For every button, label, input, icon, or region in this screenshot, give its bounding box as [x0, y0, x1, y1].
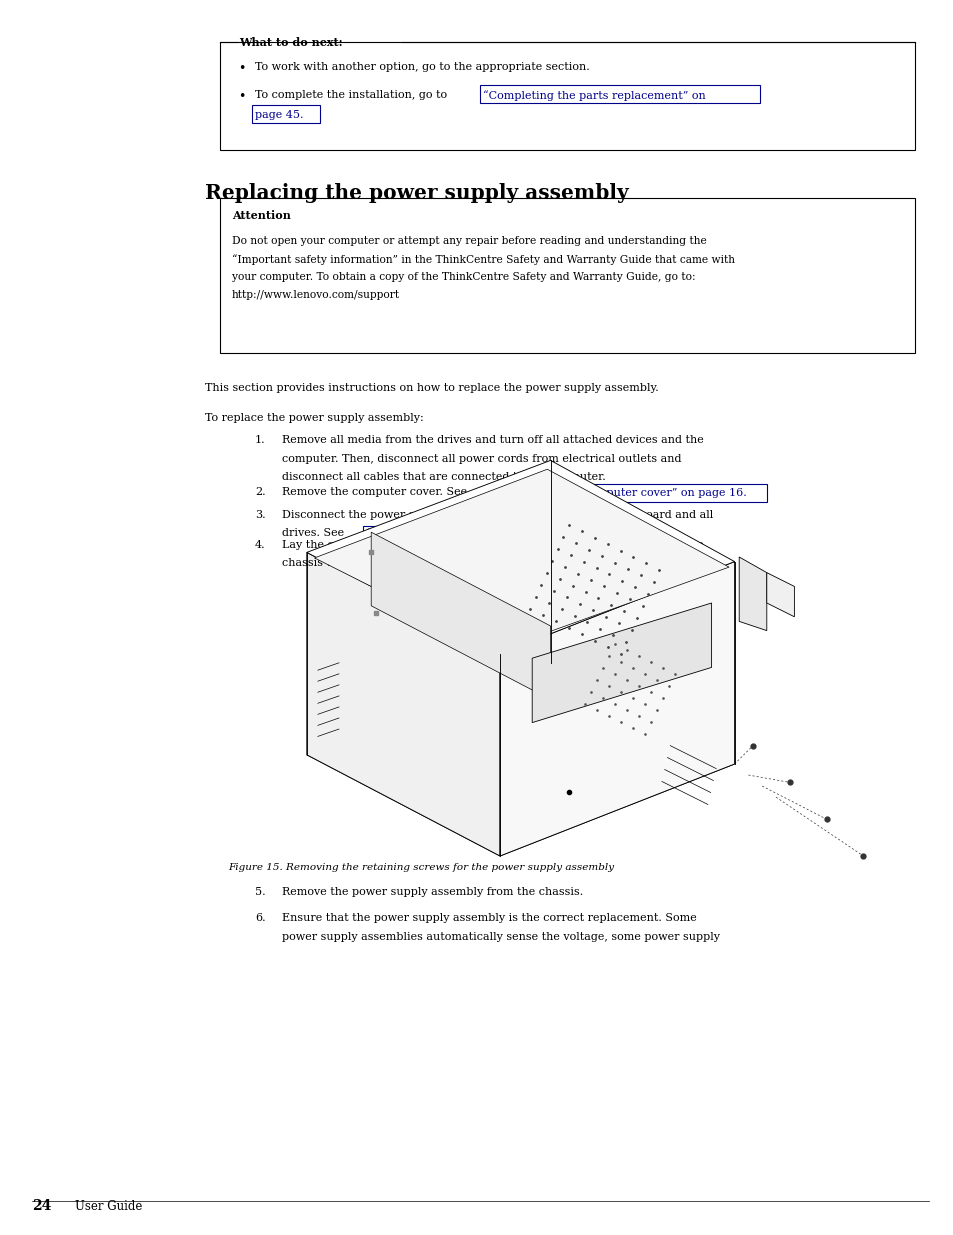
Text: http://www.lenovo.com/support: http://www.lenovo.com/support [232, 290, 399, 300]
Text: “Important safety information” in the ThinkCentre Safety and Warranty Guide that: “Important safety information” in the Th… [232, 254, 734, 264]
Text: 2.: 2. [254, 487, 265, 496]
Text: Ensure that the power supply assembly is the correct replacement. Some: Ensure that the power supply assembly is… [282, 913, 696, 923]
Text: 4.: 4. [254, 540, 265, 550]
Text: •: • [237, 62, 245, 75]
Polygon shape [371, 532, 550, 699]
Polygon shape [739, 557, 766, 631]
Text: 24: 24 [32, 1199, 51, 1213]
Text: 6.: 6. [254, 913, 265, 923]
Text: •: • [237, 90, 245, 103]
Text: 5.: 5. [254, 887, 265, 897]
Text: 3.: 3. [254, 510, 265, 520]
Text: Remove the computer cover. See: Remove the computer cover. See [282, 487, 470, 496]
Text: Lay the computer on its side and remove the four screws at the rear of the: Lay the computer on its side and remove … [282, 540, 703, 550]
FancyBboxPatch shape [220, 42, 914, 149]
Text: drives. See: drives. See [282, 529, 347, 538]
Text: “Locating parts on the system board” on page 12.: “Locating parts on the system board” on … [366, 529, 646, 540]
Text: “Removing the computer cover” on page 16.: “Removing the computer cover” on page 16… [496, 487, 746, 498]
Text: page 45.: page 45. [254, 110, 303, 120]
Text: “Completing the parts replacement” on: “Completing the parts replacement” on [482, 90, 705, 101]
Text: Replacing the power supply assembly: Replacing the power supply assembly [205, 183, 628, 203]
Polygon shape [307, 461, 734, 653]
Text: Disconnect the power supply assembly cables from the system board and all: Disconnect the power supply assembly cab… [282, 510, 713, 520]
Text: Remove the power supply assembly from the chassis.: Remove the power supply assembly from th… [282, 887, 582, 897]
Text: This section provides instructions on how to replace the power supply assembly.: This section provides instructions on ho… [205, 383, 659, 393]
Text: computer. Then, disconnect all power cords from electrical outlets and: computer. Then, disconnect all power cor… [282, 453, 680, 463]
Polygon shape [766, 573, 794, 616]
Polygon shape [307, 552, 499, 856]
Text: To replace the power supply assembly:: To replace the power supply assembly: [205, 412, 423, 424]
Text: To complete the installation, go to: To complete the installation, go to [254, 90, 450, 100]
Text: Attention: Attention [232, 210, 291, 221]
Text: User Guide: User Guide [75, 1200, 142, 1213]
Polygon shape [532, 603, 711, 722]
Polygon shape [499, 562, 734, 856]
Text: disconnect all cables that are connected to the computer.: disconnect all cables that are connected… [282, 472, 605, 482]
Text: Figure 15. Removing the retaining screws for the power supply assembly: Figure 15. Removing the retaining screws… [228, 863, 614, 872]
Text: your computer. To obtain a copy of the ThinkCentre Safety and Warranty Guide, go: your computer. To obtain a copy of the T… [232, 272, 695, 282]
Text: Do not open your computer or attempt any repair before reading and understanding: Do not open your computer or attempt any… [232, 236, 706, 246]
Text: Remove all media from the drives and turn off all attached devices and the: Remove all media from the drives and tur… [282, 435, 703, 445]
Text: power supply assemblies automatically sense the voltage, some power supply: power supply assemblies automatically se… [282, 931, 720, 941]
Text: 1.: 1. [254, 435, 265, 445]
FancyBboxPatch shape [220, 198, 914, 353]
Polygon shape [307, 663, 734, 856]
Text: chassis that secure the power supply assembly.: chassis that secure the power supply ass… [282, 558, 548, 568]
Text: To work with another option, go to the appropriate section.: To work with another option, go to the a… [254, 62, 589, 72]
Polygon shape [314, 469, 728, 651]
Text: What to do next:: What to do next: [239, 37, 342, 47]
